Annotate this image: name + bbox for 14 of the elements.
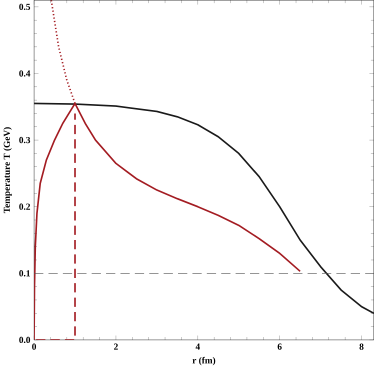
x-tick-label: 6 bbox=[278, 344, 282, 350]
y-tick-label: 0.1 bbox=[19, 270, 30, 277]
y-axis-title: Temperature T (GeV) bbox=[3, 127, 12, 214]
line-series bbox=[34, 102, 374, 314]
x-axis-title: r (fm) bbox=[192, 356, 216, 366]
x-tick-label: 8 bbox=[360, 344, 364, 350]
y-tick-label: 0.4 bbox=[19, 70, 30, 77]
y-tick-label: 0.5 bbox=[19, 4, 30, 10]
y-tick-label: 0.2 bbox=[19, 204, 30, 210]
y-tick-label: 0.0 bbox=[19, 336, 30, 344]
y-tick-label: 0.3 bbox=[19, 137, 30, 144]
x-tick-label: 0 bbox=[32, 344, 36, 350]
x-tick-label: 4 bbox=[196, 344, 200, 350]
x-tick-label: 2 bbox=[114, 344, 118, 350]
